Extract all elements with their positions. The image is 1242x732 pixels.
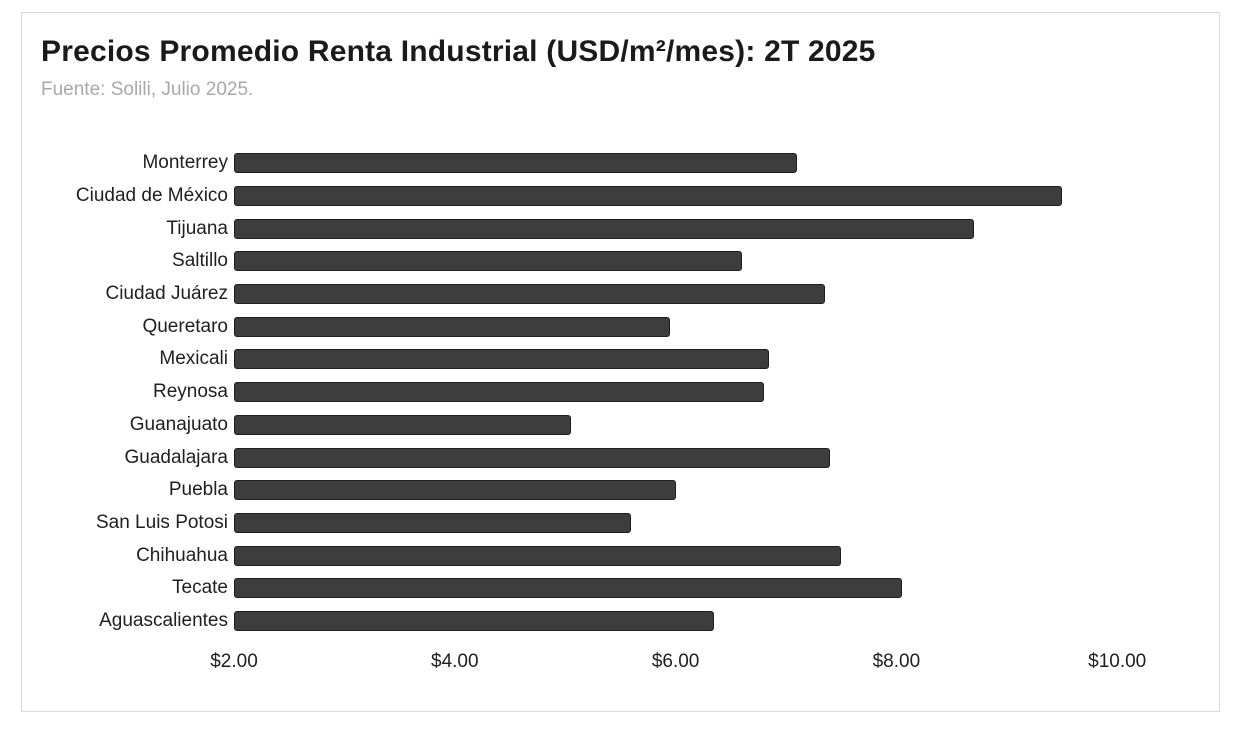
category-label: Ciudad de México <box>75 185 228 207</box>
plot-cell <box>234 409 1206 442</box>
x-axis-tick-label: $4.00 <box>431 651 479 673</box>
category-label: Tijuana <box>166 217 228 239</box>
x-axis-tick-label: $2.00 <box>210 651 258 673</box>
bar <box>234 414 571 435</box>
bar-rows: Monterrey Ciudad de México Tijuana Saltillo… <box>41 147 1206 637</box>
bar-row: Tijuana <box>41 212 1206 245</box>
chart-card: Precios Promedio Renta Industrial (USD/m… <box>21 12 1220 712</box>
plot-cell <box>234 180 1206 213</box>
bar-row: Saltillo <box>41 245 1206 278</box>
bar-chart: Monterrey Ciudad de México Tijuana Saltillo… <box>41 147 1206 675</box>
category-label: Saltillo <box>172 250 228 272</box>
x-axis: $2.00 $4.00 $6.00 $8.00 $10.00 <box>210 651 1206 675</box>
plot-cell <box>234 245 1206 278</box>
bar <box>234 610 715 631</box>
plot-cell <box>234 572 1206 605</box>
plot-cell <box>234 441 1206 474</box>
bar-row: Mexicali <box>41 343 1206 376</box>
category-label: San Luis Potosi <box>95 511 228 533</box>
chart-source-note: Fuente: Solili, Julio 2025. <box>41 79 254 100</box>
chart-title: Precios Promedio Renta Industrial (USD/m… <box>41 35 876 68</box>
plot-cell <box>234 539 1206 572</box>
category-label: Guadalajara <box>124 446 228 468</box>
plot-cell <box>234 212 1206 245</box>
bar <box>234 512 632 533</box>
bar <box>234 316 671 337</box>
plot-cell <box>234 343 1206 376</box>
category-label: Monterrey <box>142 152 228 174</box>
category-label: Guanajuato <box>129 413 228 435</box>
x-axis-tick-label: $8.00 <box>872 651 921 673</box>
category-label: Puebla <box>168 479 228 501</box>
category-label: Queretaro <box>142 315 228 337</box>
bar-row: Guadalajara <box>41 441 1206 474</box>
bar <box>234 284 825 305</box>
bar-row: Ciudad Juárez <box>41 278 1206 311</box>
bar-row: Chihuahua <box>41 539 1206 572</box>
bar-row: Tecate <box>41 572 1206 605</box>
bar <box>234 218 974 239</box>
x-axis-tick-label: $6.00 <box>651 651 700 673</box>
category-label: Mexicali <box>159 348 228 370</box>
bar-row: Queretaro <box>41 310 1206 343</box>
bar <box>234 382 764 403</box>
bar-row: Guanajuato <box>41 409 1206 442</box>
bar-row: Ciudad de México <box>41 180 1206 213</box>
bar-row: Puebla <box>41 474 1206 507</box>
bar <box>234 349 770 370</box>
bar <box>234 186 1062 207</box>
bar-row: Monterrey <box>41 147 1206 180</box>
bar-row: Aguascalientes <box>41 605 1206 638</box>
plot-cell <box>234 605 1206 638</box>
x-axis-tick-label: $10.00 <box>1088 651 1147 673</box>
category-label: Chihuahua <box>136 544 228 566</box>
plot-cell <box>234 147 1206 180</box>
plot-cell <box>234 310 1206 343</box>
category-label: Aguascalientes <box>99 609 228 631</box>
bar-row: San Luis Potosi <box>41 507 1206 540</box>
bar <box>234 480 676 501</box>
category-label: Reynosa <box>153 381 228 403</box>
bar <box>234 447 831 468</box>
plot-cell <box>234 507 1206 540</box>
plot-cell <box>234 278 1206 311</box>
bar <box>234 545 842 566</box>
category-label: Tecate <box>172 577 228 599</box>
category-label: Ciudad Juárez <box>105 283 228 305</box>
plot-cell <box>234 474 1206 507</box>
bar <box>234 153 798 174</box>
bar <box>234 578 902 599</box>
plot-cell <box>234 376 1206 409</box>
bar <box>234 251 742 272</box>
bar-row: Reynosa <box>41 376 1206 409</box>
